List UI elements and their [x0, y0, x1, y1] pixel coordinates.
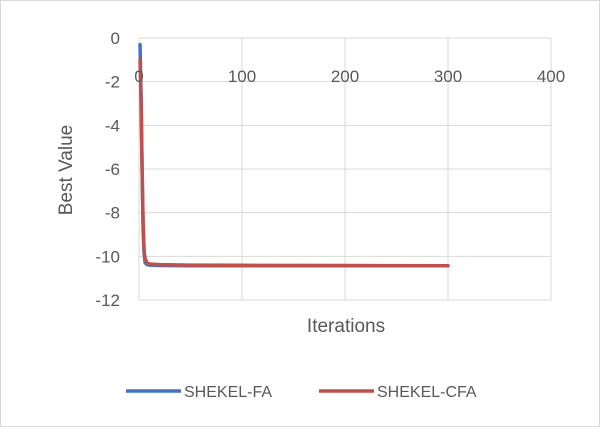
legend-label-shekel-fa: SHEKEL-FA — [184, 384, 272, 401]
y-tick-label: -12 — [95, 291, 120, 310]
y-tick-label: -6 — [105, 160, 120, 179]
y-axis-label: Best Value — [56, 125, 77, 215]
series-line-shekel-cfa — [138, 58, 450, 268]
x-tick-label: 0 — [134, 67, 143, 86]
gridlines — [138, 37, 552, 301]
x-axis-label: Iterations — [307, 316, 385, 337]
series-lines — [138, 42, 450, 268]
x-tick-label: 300 — [434, 67, 462, 86]
y-tick-label: -2 — [105, 73, 120, 92]
tick-labels: 0 -2 -4 -6 -8 -10 -12 0 100 200 300 400 — [95, 29, 565, 310]
y-tick-label: -10 — [95, 247, 120, 266]
legend-label-shekel-cfa: SHEKEL-CFA — [377, 384, 477, 401]
legend: SHEKEL-FA SHEKEL-CFA — [126, 384, 477, 401]
x-tick-label: 100 — [228, 67, 256, 86]
y-tick-label: -8 — [105, 204, 120, 223]
y-tick-label: -4 — [105, 116, 120, 135]
x-tick-label: 400 — [537, 67, 565, 86]
y-tick-label: 0 — [111, 29, 120, 48]
x-tick-label: 200 — [331, 67, 359, 86]
